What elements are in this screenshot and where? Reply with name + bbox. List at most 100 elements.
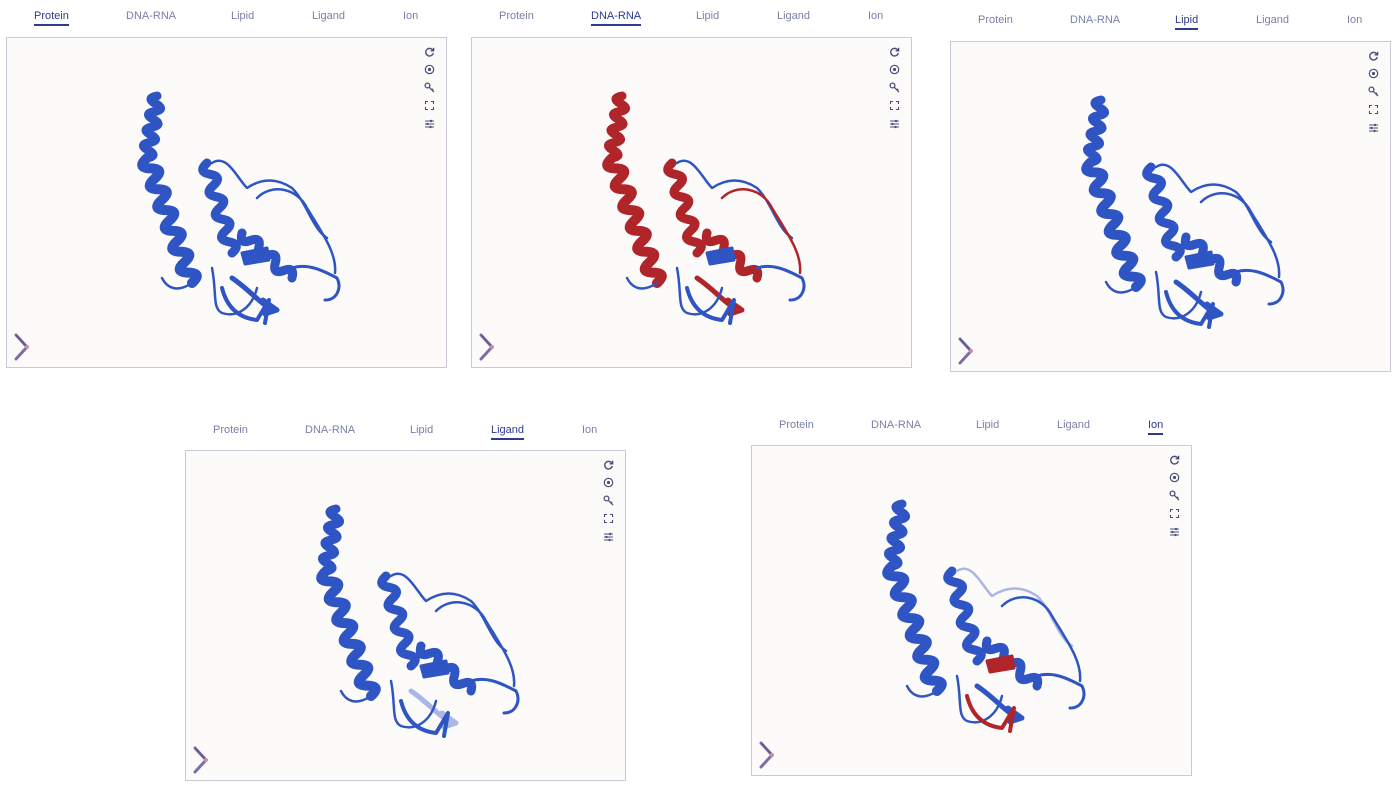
rotate-icon[interactable] [1167, 452, 1181, 466]
rotate-icon[interactable] [887, 44, 901, 58]
tab-ion[interactable]: Ion [1347, 14, 1363, 26]
axes-gizmo-icon [13, 333, 35, 361]
molecule-render[interactable] [951, 42, 1390, 371]
fullscreen-icon[interactable] [1366, 102, 1380, 116]
ribbon-helix2 [198, 158, 241, 258]
protein-cartoon [882, 499, 1086, 733]
ribbon-helix2 [1142, 162, 1185, 262]
molecule-render[interactable] [7, 38, 446, 367]
ribbon-loop-top [210, 159, 329, 240]
protein-cartoon [137, 91, 341, 325]
tab-ion[interactable]: Ion [582, 424, 598, 436]
ribbon-helix2 [377, 571, 420, 671]
panel-tabs: Protein DNA-RNA Lipid Ligand Ion [6, 10, 448, 34]
center-icon[interactable] [887, 62, 901, 76]
tab-ligand[interactable]: Ligand [1057, 419, 1091, 431]
panel-ion: Protein DNA-RNA Lipid Ligand Ion [751, 409, 1193, 777]
panel-protein: Protein DNA-RNA Lipid Ligand Ion [6, 0, 448, 368]
key-icon[interactable] [601, 493, 615, 507]
ribbon-sheet-bottom [408, 688, 459, 730]
fullscreen-icon[interactable] [1167, 506, 1181, 520]
structure-viewer[interactable] [751, 445, 1192, 776]
ribbon-loop-right [1199, 192, 1281, 279]
ribbon-loop-top [389, 572, 508, 653]
tab-ligand[interactable]: Ligand [312, 10, 346, 22]
ribbon-loop-left [339, 679, 438, 729]
key-icon[interactable] [422, 80, 436, 94]
structure-viewer[interactable] [6, 37, 447, 368]
protein-cartoon [602, 91, 806, 325]
molecule-render[interactable] [752, 446, 1191, 775]
ribbon-ion-strand [1164, 290, 1215, 329]
settings-icon[interactable] [1366, 120, 1380, 134]
tab-dna-rna[interactable]: DNA-RNA [305, 424, 356, 436]
rotate-icon[interactable] [1366, 48, 1380, 62]
tab-protein[interactable]: Protein [779, 419, 814, 431]
axes-gizmo-icon [478, 333, 500, 361]
ribbon-helix1-mid [137, 153, 202, 288]
tab-lipid[interactable]: Lipid [976, 419, 1000, 431]
ribbon-helix1-top [138, 91, 166, 163]
tab-ion[interactable]: Ion [403, 10, 419, 22]
center-icon[interactable] [1167, 470, 1181, 484]
center-icon[interactable] [601, 475, 615, 489]
tab-ligand[interactable]: Ligand [491, 424, 525, 440]
rotate-icon[interactable] [601, 457, 615, 471]
protein-cartoon [1081, 95, 1285, 329]
ribbon-helix1-mid [1081, 157, 1146, 292]
center-icon[interactable] [422, 62, 436, 76]
fullscreen-icon[interactable] [887, 98, 901, 112]
ribbon-ion-strand [399, 699, 450, 738]
key-icon[interactable] [1366, 84, 1380, 98]
center-icon[interactable] [1366, 66, 1380, 80]
tab-ion[interactable]: Ion [1148, 419, 1164, 435]
ribbon-loop-right [720, 188, 802, 275]
panel-tabs: Protein DNA-RNA Lipid Ligand Ion [950, 14, 1392, 38]
tab-lipid[interactable]: Lipid [696, 10, 720, 22]
viewer-toolbar [420, 44, 438, 134]
structure-viewer[interactable] [950, 41, 1391, 372]
ribbon-helix1-top [603, 91, 631, 163]
molecule-render[interactable] [472, 38, 911, 367]
panel-ligand: Protein DNA-RNA Lipid Ligand Ion [185, 414, 627, 782]
rotate-icon[interactable] [422, 44, 436, 58]
ribbon-helix2 [943, 566, 986, 666]
tab-dna-rna[interactable]: DNA-RNA [1070, 14, 1121, 26]
viewer-toolbar [1165, 452, 1183, 542]
ribbon-ion-strand [685, 286, 736, 325]
tab-ion[interactable]: Ion [868, 10, 884, 22]
tab-dna-rna[interactable]: DNA-RNA [126, 10, 177, 22]
key-icon[interactable] [887, 80, 901, 94]
ribbon-sheet-bottom [974, 683, 1025, 725]
fullscreen-icon[interactable] [422, 98, 436, 112]
tab-protein[interactable]: Protein [213, 424, 248, 436]
axes-gizmo-icon [957, 337, 979, 365]
tab-lipid[interactable]: Lipid [410, 424, 434, 436]
molecule-render[interactable] [186, 451, 625, 780]
tab-protein[interactable]: Protein [34, 10, 69, 26]
settings-icon[interactable] [1167, 524, 1181, 538]
ribbon-loop-left [625, 266, 724, 316]
ribbon-helix1-top [317, 504, 345, 576]
protein-cartoon [316, 504, 520, 738]
tab-ligand[interactable]: Ligand [777, 10, 811, 22]
settings-icon[interactable] [887, 116, 901, 130]
fullscreen-icon[interactable] [601, 511, 615, 525]
tab-ligand[interactable]: Ligand [1256, 14, 1290, 26]
structure-viewer[interactable] [471, 37, 912, 368]
tab-lipid[interactable]: Lipid [231, 10, 255, 22]
ribbon-ion-sheet [1184, 250, 1215, 270]
key-icon[interactable] [1167, 488, 1181, 502]
tab-protein[interactable]: Protein [499, 10, 534, 22]
tab-lipid[interactable]: Lipid [1175, 14, 1199, 30]
viewer-toolbar [885, 44, 903, 134]
tab-protein[interactable]: Protein [978, 14, 1013, 26]
settings-icon[interactable] [422, 116, 436, 130]
ribbon-sheet-bottom [1173, 279, 1224, 321]
tab-dna-rna[interactable]: DNA-RNA [871, 419, 922, 431]
structure-viewer[interactable] [185, 450, 626, 781]
tab-dna-rna[interactable]: DNA-RNA [591, 10, 642, 26]
ribbon-helix1-top [883, 499, 911, 571]
ribbon-ion-strand [965, 694, 1016, 733]
settings-icon[interactable] [601, 529, 615, 543]
